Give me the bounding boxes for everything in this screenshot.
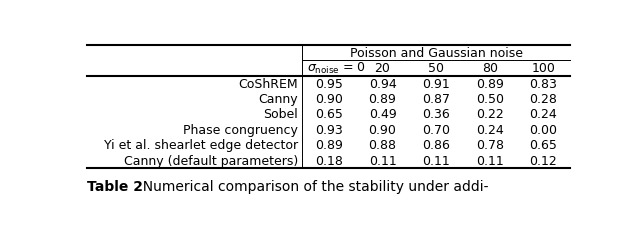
Text: 0.12: 0.12 <box>529 154 557 167</box>
Text: 0.18: 0.18 <box>315 154 343 167</box>
Text: 0.93: 0.93 <box>315 123 343 136</box>
Text: Phase congruency: Phase congruency <box>184 123 298 136</box>
Text: Table 2  Numerical comparison of the stability under addi-: Table 2 Numerical comparison of the stab… <box>88 179 491 193</box>
Text: 0.89: 0.89 <box>476 77 504 90</box>
Text: 100: 100 <box>531 62 556 75</box>
Text: Poisson and Gaussian noise: Poisson and Gaussian noise <box>349 47 523 60</box>
Text: Table 2: Table 2 <box>88 179 143 193</box>
Text: 0.49: 0.49 <box>369 108 396 121</box>
Text: 0.89: 0.89 <box>369 93 397 106</box>
Text: Numerical comparison of the stability under addi-: Numerical comparison of the stability un… <box>134 179 488 193</box>
Text: 0.87: 0.87 <box>422 93 450 106</box>
Text: 0.24: 0.24 <box>529 108 557 121</box>
Text: Sobel: Sobel <box>264 108 298 121</box>
Text: Yi et al. shearlet edge detector: Yi et al. shearlet edge detector <box>104 138 298 151</box>
Text: 0.24: 0.24 <box>476 123 504 136</box>
Text: 0.36: 0.36 <box>422 108 450 121</box>
Text: CoShREM: CoShREM <box>239 77 298 90</box>
Text: 0.22: 0.22 <box>476 108 504 121</box>
Text: 0.90: 0.90 <box>369 123 397 136</box>
Text: 0.00: 0.00 <box>529 123 557 136</box>
Text: 0.11: 0.11 <box>422 154 450 167</box>
Text: 0.65: 0.65 <box>529 138 557 151</box>
Text: 0.65: 0.65 <box>315 108 343 121</box>
Text: 0.11: 0.11 <box>476 154 504 167</box>
Text: 0.78: 0.78 <box>476 138 504 151</box>
Text: 0.94: 0.94 <box>369 77 396 90</box>
Text: 0.88: 0.88 <box>369 138 397 151</box>
Text: 0.28: 0.28 <box>529 93 557 106</box>
Text: 20: 20 <box>374 62 390 75</box>
Text: 0.83: 0.83 <box>529 77 557 90</box>
Text: Canny (default parameters): Canny (default parameters) <box>124 154 298 167</box>
Text: 0.90: 0.90 <box>315 93 343 106</box>
Text: $\sigma_{\mathrm{noise}}$ = 0: $\sigma_{\mathrm{noise}}$ = 0 <box>307 61 366 76</box>
Text: 80: 80 <box>482 62 498 75</box>
Text: 0.86: 0.86 <box>422 138 450 151</box>
Text: 0.70: 0.70 <box>422 123 450 136</box>
Text: 0.95: 0.95 <box>315 77 343 90</box>
Text: Canny: Canny <box>259 93 298 106</box>
Text: 50: 50 <box>428 62 444 75</box>
Text: 0.89: 0.89 <box>315 138 343 151</box>
Text: 0.50: 0.50 <box>476 93 504 106</box>
Text: 0.91: 0.91 <box>422 77 450 90</box>
Text: 0.11: 0.11 <box>369 154 396 167</box>
